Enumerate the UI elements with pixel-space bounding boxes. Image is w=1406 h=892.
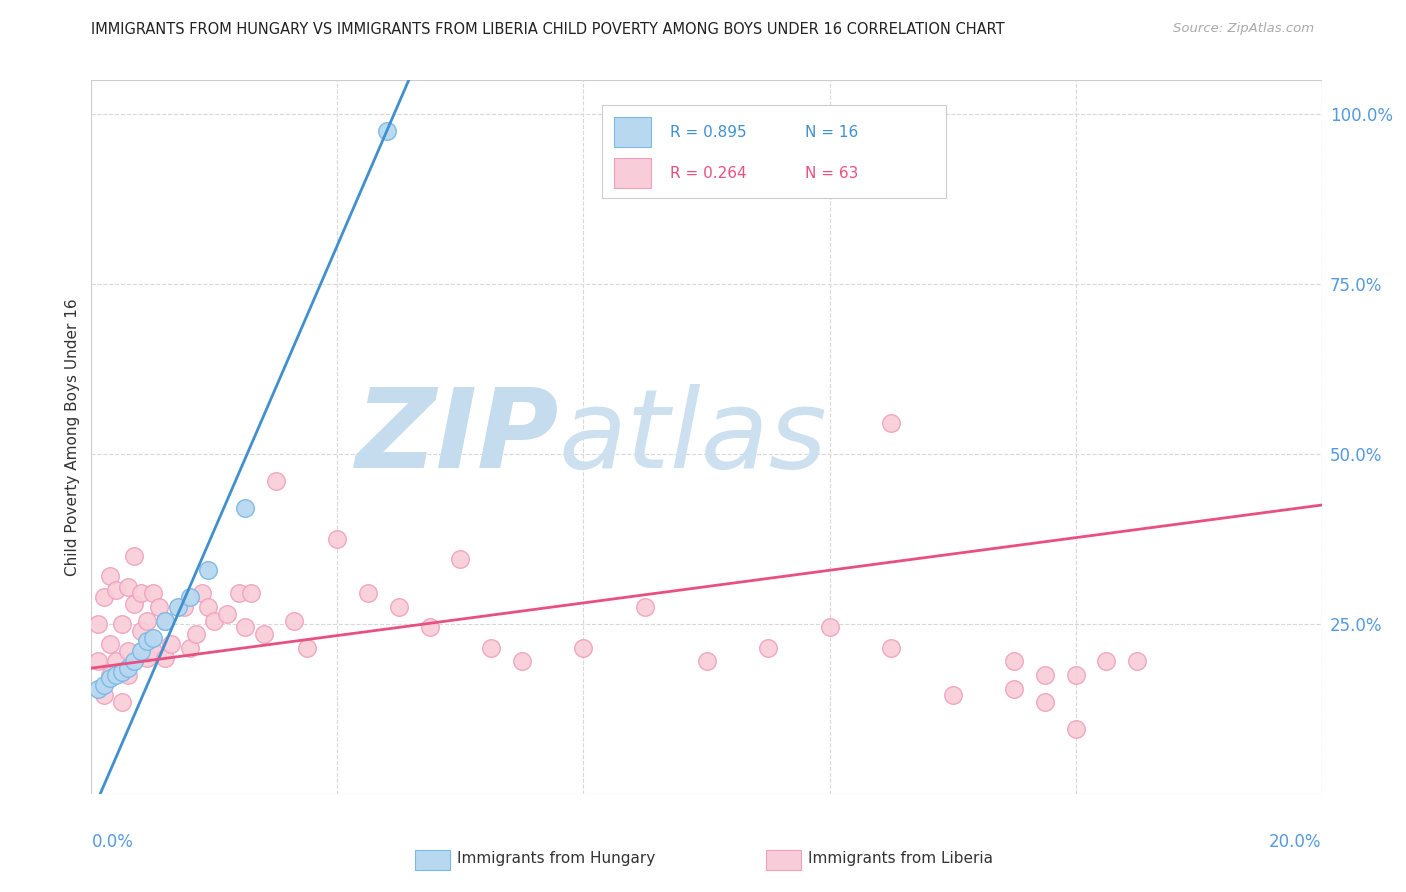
Point xyxy=(696,654,718,668)
Point xyxy=(215,607,238,621)
Point xyxy=(93,678,115,692)
Text: 0.0%: 0.0% xyxy=(91,833,134,851)
Point xyxy=(98,637,121,651)
Point xyxy=(148,599,170,614)
Point xyxy=(93,689,115,703)
Point xyxy=(1002,654,1025,668)
Point xyxy=(160,637,183,651)
Point xyxy=(142,631,165,645)
Point xyxy=(111,695,134,709)
Text: Immigrants from Hungary: Immigrants from Hungary xyxy=(457,851,655,865)
Point xyxy=(419,620,441,634)
Point xyxy=(326,532,349,546)
Point xyxy=(228,586,250,600)
Text: Source: ZipAtlas.com: Source: ZipAtlas.com xyxy=(1174,22,1315,36)
Text: 20.0%: 20.0% xyxy=(1270,833,1322,851)
Point xyxy=(98,668,121,682)
Point xyxy=(111,665,134,679)
Point xyxy=(1033,668,1056,682)
Point xyxy=(129,644,152,658)
Point xyxy=(191,586,214,600)
Text: R = 0.264: R = 0.264 xyxy=(669,166,747,180)
Point xyxy=(240,586,263,600)
Point xyxy=(105,582,127,597)
Point xyxy=(173,599,195,614)
Point xyxy=(1095,654,1118,668)
Point xyxy=(129,586,152,600)
Point xyxy=(233,501,256,516)
Point xyxy=(117,668,139,682)
Point xyxy=(295,640,318,655)
Y-axis label: Child Poverty Among Boys Under 16: Child Poverty Among Boys Under 16 xyxy=(65,298,80,576)
Point xyxy=(124,597,146,611)
Point xyxy=(264,475,287,489)
Text: N = 16: N = 16 xyxy=(804,125,858,140)
Point xyxy=(1064,668,1087,682)
Point xyxy=(375,124,398,138)
Point xyxy=(510,654,533,668)
Point xyxy=(117,580,139,594)
Point xyxy=(197,563,219,577)
Text: IMMIGRANTS FROM HUNGARY VS IMMIGRANTS FROM LIBERIA CHILD POVERTY AMONG BOYS UNDE: IMMIGRANTS FROM HUNGARY VS IMMIGRANTS FR… xyxy=(91,22,1005,37)
FancyBboxPatch shape xyxy=(602,105,946,198)
Point xyxy=(124,549,146,563)
Point xyxy=(86,654,108,668)
Point xyxy=(153,614,177,628)
Point xyxy=(253,627,276,641)
Point xyxy=(166,599,188,614)
Point xyxy=(86,617,108,632)
Point xyxy=(184,627,207,641)
Point xyxy=(1002,681,1025,696)
Point xyxy=(756,640,779,655)
Point xyxy=(283,614,305,628)
Point xyxy=(142,586,165,600)
Text: ZIP: ZIP xyxy=(356,384,558,491)
Point xyxy=(98,569,121,583)
Point xyxy=(93,590,115,604)
Point xyxy=(634,599,657,614)
Text: N = 63: N = 63 xyxy=(804,166,858,180)
Point xyxy=(388,599,411,614)
Point xyxy=(233,620,256,634)
Point xyxy=(117,661,139,675)
Point xyxy=(197,599,219,614)
Point xyxy=(153,651,177,665)
Point xyxy=(124,654,146,668)
Point xyxy=(153,614,177,628)
FancyBboxPatch shape xyxy=(614,158,651,188)
Point xyxy=(135,614,157,628)
Point xyxy=(449,552,471,566)
Point xyxy=(98,671,121,685)
Point xyxy=(202,614,225,628)
Point xyxy=(135,634,157,648)
Point xyxy=(179,590,201,604)
Point xyxy=(357,586,380,600)
Point xyxy=(129,624,152,638)
Text: R = 0.895: R = 0.895 xyxy=(669,125,747,140)
Text: atlas: atlas xyxy=(558,384,828,491)
Point xyxy=(111,617,134,632)
Point xyxy=(1033,695,1056,709)
Point xyxy=(942,689,965,703)
Point xyxy=(142,644,165,658)
Point xyxy=(117,644,139,658)
Point xyxy=(1126,654,1149,668)
Point xyxy=(105,668,127,682)
Point xyxy=(880,640,903,655)
Point xyxy=(572,640,595,655)
Point xyxy=(105,654,127,668)
Point xyxy=(1064,723,1087,737)
FancyBboxPatch shape xyxy=(614,118,651,147)
Point xyxy=(86,681,108,696)
Point xyxy=(479,640,502,655)
Text: Immigrants from Liberia: Immigrants from Liberia xyxy=(808,851,994,865)
Point xyxy=(135,651,157,665)
Point xyxy=(179,640,201,655)
Point xyxy=(818,620,841,634)
Point xyxy=(880,417,903,431)
